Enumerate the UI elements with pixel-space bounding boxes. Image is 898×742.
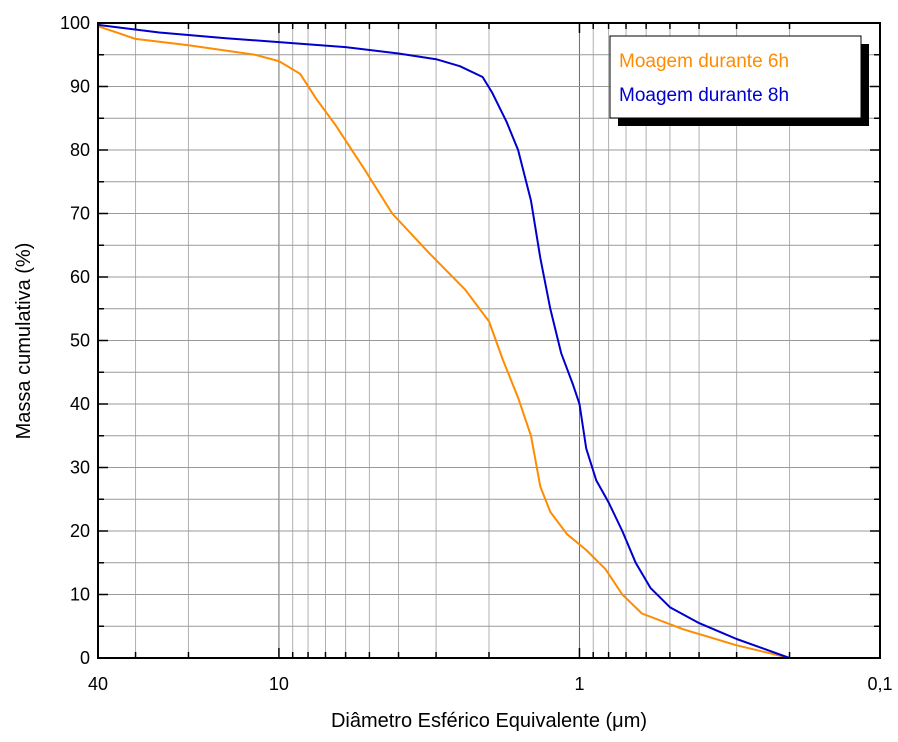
x-tick-labels: 40 10 1 0,1 bbox=[88, 674, 893, 694]
x-tick-label: 1 bbox=[574, 674, 584, 694]
legend-entry-8h: Moagem durante 8h bbox=[619, 85, 789, 106]
y-tick-label: 20 bbox=[70, 521, 90, 541]
y-axis-title: Massa cumulativa (%) bbox=[13, 243, 35, 440]
legend: Moagem durante 6h Moagem durante 8h bbox=[609, 35, 869, 126]
x-tick-label: 10 bbox=[269, 674, 289, 694]
series-line-0 bbox=[97, 25, 790, 659]
series-lines bbox=[97, 23, 790, 659]
x-tick-label: 0,1 bbox=[867, 674, 892, 694]
y-tick-label: 30 bbox=[70, 458, 90, 478]
y-tick-label: 90 bbox=[70, 77, 90, 97]
y-tick-labels: 0 10 20 30 40 50 60 70 80 90 100 bbox=[60, 13, 90, 668]
legend-box bbox=[609, 35, 862, 119]
y-tick-label: 50 bbox=[70, 331, 90, 351]
y-tick-label: 40 bbox=[70, 394, 90, 414]
x-axis-title: Diâmetro Esférico Equivalente (μm) bbox=[331, 710, 647, 732]
y-tick-label: 70 bbox=[70, 204, 90, 224]
x-tick-label: 40 bbox=[88, 674, 108, 694]
legend-entry-6h: Moagem durante 6h bbox=[619, 51, 789, 72]
y-tick-label: 80 bbox=[70, 140, 90, 160]
y-tick-label: 60 bbox=[70, 267, 90, 287]
y-tick-label: 100 bbox=[60, 13, 90, 33]
y-tick-label: 10 bbox=[70, 585, 90, 605]
axis-ticks bbox=[98, 22, 880, 659]
series-line-1 bbox=[97, 23, 790, 659]
y-tick-label: 0 bbox=[80, 648, 90, 668]
